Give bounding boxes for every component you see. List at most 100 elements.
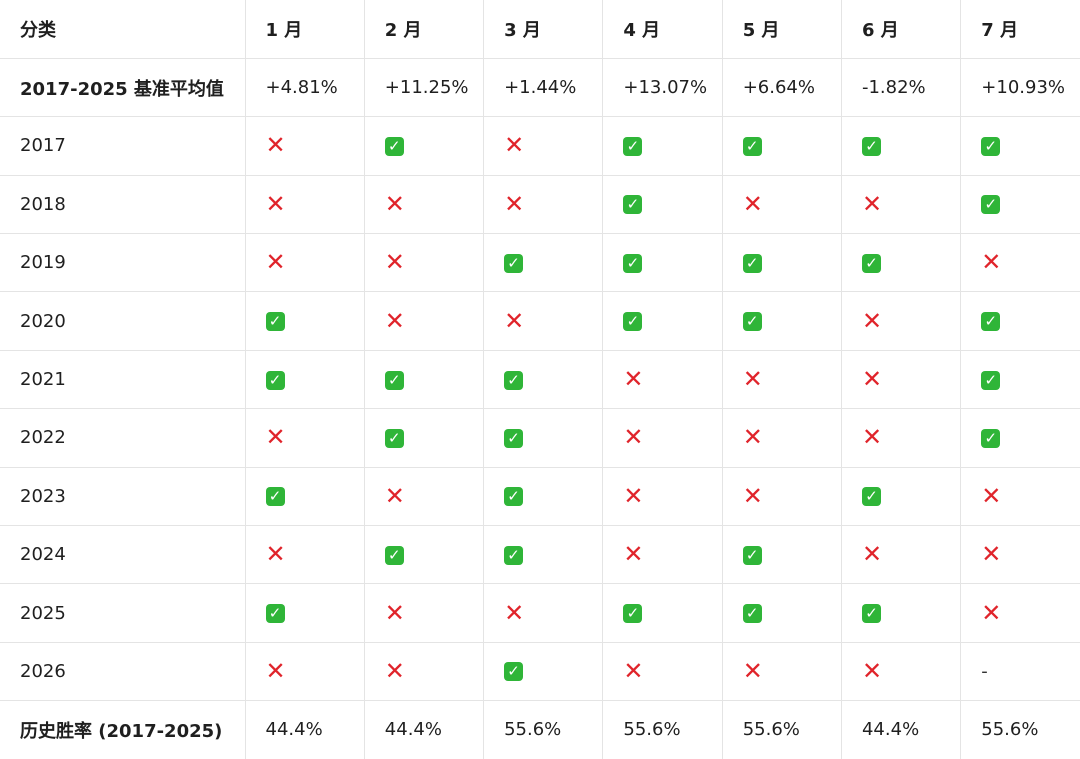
result-cell: ✓ [602, 291, 723, 351]
check-mark-icon: ✓ [742, 545, 762, 565]
result-cell: ✓ [722, 116, 842, 176]
result-cell: ✓ [364, 116, 485, 176]
result-cell: ✕ [364, 175, 485, 235]
result-cell: ✕ [602, 350, 723, 410]
winrate-value: 44.4% [364, 700, 485, 759]
result-cell: ✕ [602, 642, 723, 702]
result-cell: ✕ [483, 116, 604, 176]
cross-mark-icon: ✕ [623, 423, 644, 452]
check-mark-icon: ✓ [265, 604, 285, 624]
winrate-label: 历史胜率 (2017-2025) [0, 700, 246, 759]
winrate-value: 44.4% [841, 700, 962, 759]
result-cell: ✓ [841, 583, 962, 643]
cross-mark-icon: ✕ [504, 189, 525, 218]
check-mark-icon: ✓ [742, 253, 762, 273]
cross-mark-icon: ✕ [861, 656, 883, 685]
check-mark-icon: ✓ [623, 136, 643, 156]
cross-mark-icon: ✕ [742, 189, 763, 218]
check-mark-icon: ✓ [623, 604, 643, 624]
baseline-value: +10.93% [960, 58, 1080, 118]
year-row: 2024 ✕ ✓ ✓ ✕ ✓ ✕ ✕ [0, 525, 1080, 585]
check-mark-icon: ✓ [384, 370, 404, 390]
year-row: 2023 ✓ ✕ ✓ ✕ ✕ ✓ ✕ [0, 467, 1080, 527]
result-cell: ✕ [960, 525, 1080, 585]
check-mark-icon: ✓ [861, 604, 881, 624]
year-row: 2018 ✕ ✕ ✕ ✓ ✕ ✕ ✓ [0, 175, 1080, 235]
winrate-value: 55.6% [960, 700, 1080, 759]
result-cell: ✕ [602, 408, 723, 468]
year-label: 2020 [0, 291, 246, 351]
check-mark-icon: ✓ [504, 428, 524, 448]
header-month-6: 6 月 [841, 0, 962, 59]
cross-mark-icon: ✕ [265, 248, 286, 277]
check-mark-icon: ✓ [623, 195, 643, 215]
result-cell: ✓ [960, 350, 1080, 410]
check-mark-icon: ✓ [384, 545, 404, 565]
result-cell: ✓ [841, 116, 962, 176]
cross-mark-icon: ✕ [861, 423, 883, 452]
check-mark-icon: ✓ [265, 487, 285, 507]
result-cell: ✓ [841, 233, 962, 293]
cross-mark-icon: ✕ [623, 656, 644, 685]
result-cell: ✓ [602, 233, 723, 293]
result-cell: ✕ [722, 350, 842, 410]
cross-mark-icon: ✕ [623, 365, 644, 394]
result-cell: ✓ [483, 233, 604, 293]
result-cell: ✓ [483, 350, 604, 410]
result-cell: ✓ [960, 116, 1080, 176]
result-cell: ✓ [841, 467, 962, 527]
baseline-value: -1.82% [841, 58, 962, 118]
cross-mark-icon: ✕ [981, 481, 1002, 510]
result-cell: ✓ [245, 583, 365, 643]
check-mark-icon: ✓ [504, 253, 524, 273]
year-row: 2026 ✕ ✕ ✓ ✕ ✕ ✕ - [0, 642, 1080, 702]
year-row: 2017 ✕ ✓ ✕ ✓ ✓ ✓ ✓ [0, 116, 1080, 176]
result-cell: ✕ [841, 642, 962, 702]
check-mark-icon: ✓ [265, 370, 285, 390]
cross-mark-icon: ✕ [861, 365, 883, 394]
year-row: 2019 ✕ ✕ ✓ ✓ ✓ ✓ ✕ [0, 233, 1080, 293]
result-cell: ✕ [841, 525, 962, 585]
year-label: 2019 [0, 233, 246, 293]
year-row: 2022 ✕ ✓ ✓ ✕ ✕ ✕ ✓ [0, 408, 1080, 468]
header-month-1: 1 月 [245, 0, 365, 59]
result-cell: ✓ [602, 583, 723, 643]
result-cell: ✕ [245, 525, 365, 585]
header-row: 分类 1 月 2 月 3 月 4 月 5 月 6 月 7 月 [0, 0, 1080, 59]
winrate-value: 55.6% [483, 700, 604, 759]
check-mark-icon: ✓ [504, 487, 524, 507]
result-cell: ✓ [602, 175, 723, 235]
cross-mark-icon: ✕ [384, 481, 405, 510]
result-cell: ✕ [960, 233, 1080, 293]
check-mark-icon: ✓ [861, 136, 881, 156]
check-mark-icon: ✓ [981, 370, 1001, 390]
result-cell: ✕ [602, 467, 723, 527]
result-cell: ✕ [245, 233, 365, 293]
winrate-row: 历史胜率 (2017-2025) 44.4% 44.4% 55.6% 55.6%… [0, 700, 1080, 759]
year-row: 2025 ✓ ✕ ✕ ✓ ✓ ✓ ✕ [0, 583, 1080, 643]
baseline-label: 2017-2025 基准平均值 [0, 58, 246, 118]
result-cell: ✓ [722, 291, 842, 351]
year-label: 2021 [0, 350, 246, 410]
cross-mark-icon: ✕ [384, 189, 405, 218]
result-cell: ✕ [841, 291, 962, 351]
result-cell: ✓ [960, 408, 1080, 468]
cross-mark-icon: ✕ [504, 131, 525, 160]
check-mark-icon: ✓ [742, 312, 762, 332]
cross-mark-icon: ✕ [504, 598, 525, 627]
cross-mark-icon: ✕ [265, 540, 286, 569]
result-cell: - [960, 642, 1080, 702]
check-mark-icon: ✓ [742, 136, 762, 156]
check-mark-icon: ✓ [504, 545, 524, 565]
result-cell: ✕ [245, 642, 365, 702]
check-mark-icon: ✓ [504, 662, 524, 682]
year-label: 2017 [0, 116, 246, 176]
cross-mark-icon: ✕ [742, 365, 763, 394]
result-cell: ✕ [483, 583, 604, 643]
result-cell: ✕ [364, 467, 485, 527]
result-cell: ✓ [960, 175, 1080, 235]
cross-mark-icon: ✕ [384, 248, 405, 277]
result-cell: ✓ [483, 467, 604, 527]
result-cell: ✓ [483, 642, 604, 702]
result-cell: ✓ [602, 116, 723, 176]
